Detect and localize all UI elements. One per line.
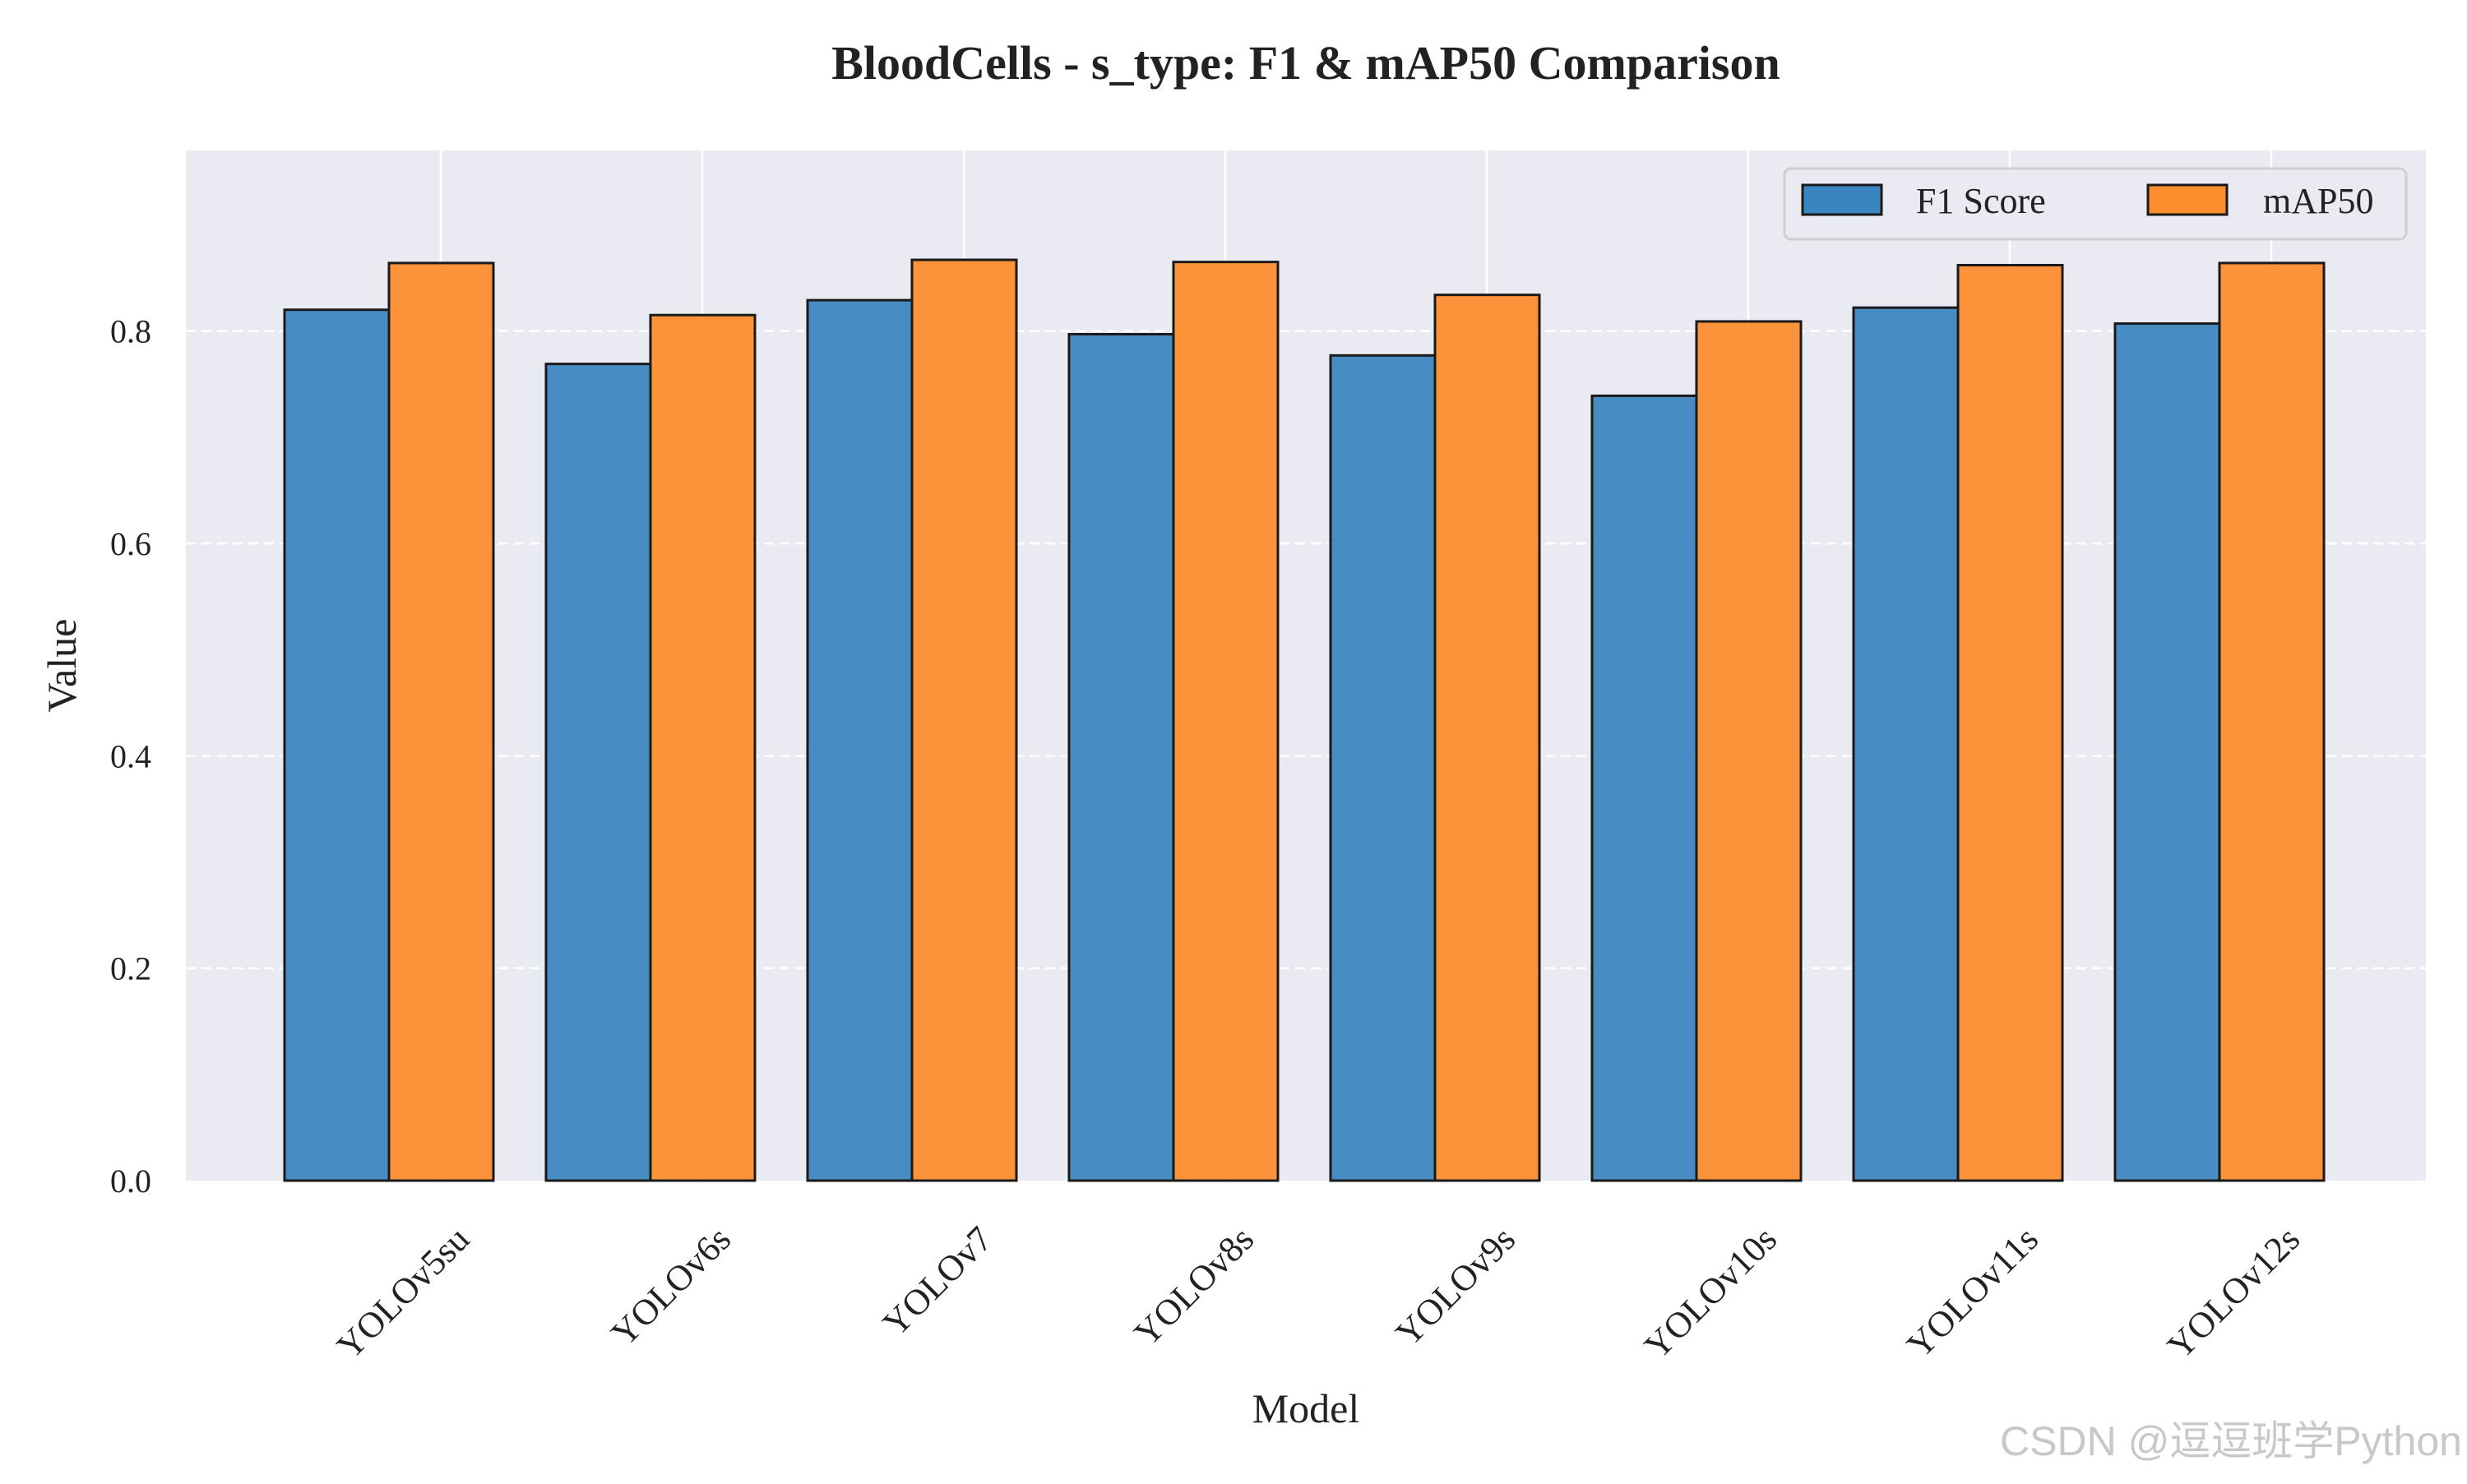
y-tick-label: 0.8: [110, 313, 151, 350]
bar-map50-yolov5su: [387, 261, 495, 1182]
bar-map50-yolov8s: [1172, 261, 1280, 1182]
legend: F1 Score mAP50: [1783, 167, 2408, 241]
y-tick-label: 0.2: [110, 950, 151, 987]
x-tick-label: YOLOv6s: [604, 1218, 738, 1353]
bar-map50-yolov11s: [1956, 264, 2064, 1182]
bar-f1-yolov5su: [283, 308, 391, 1182]
x-tick-label: YOLOv12s: [2159, 1218, 2307, 1366]
y-tick-label: 0.6: [110, 525, 151, 562]
plot-area: [186, 150, 2426, 1181]
bar-f1-yolov10s: [1590, 394, 1698, 1182]
y-tick-label: 0.4: [110, 737, 151, 774]
legend-label-map50: mAP50: [2263, 181, 2373, 221]
x-tick-label: YOLOv5su: [329, 1218, 477, 1366]
bar-f1-yolov8s: [1067, 332, 1175, 1182]
bar-f1-yolov7: [806, 298, 914, 1182]
legend-label-f1: F1 Score: [1916, 181, 2046, 221]
bar-f1-yolov9s: [1329, 354, 1437, 1182]
chart-title: BloodCells - s_type: F1 & mAP50 Comparis…: [831, 36, 1780, 90]
y-axis-label: Value: [39, 619, 85, 713]
bar-map50-yolov9s: [1433, 294, 1541, 1182]
legend-frame: [1783, 167, 2408, 241]
bar-map50-yolov12s: [2218, 261, 2326, 1182]
bar-f1-yolov12s: [2113, 322, 2221, 1182]
watermark: CSDN @逗逗班学Python: [2000, 1418, 2462, 1464]
x-tick-label: YOLOv8s: [1127, 1218, 1261, 1353]
x-tick-label: YOLOv11s: [1899, 1218, 2046, 1366]
x-tick-label: YOLOv7: [875, 1218, 1000, 1343]
legend-swatch-f1: [1801, 183, 1883, 216]
bar-f1-yolov6s: [544, 363, 652, 1182]
bar-layer: [283, 258, 2326, 1182]
bar-map50-yolov6s: [649, 313, 757, 1182]
bar-map50-yolov10s: [1695, 320, 1803, 1182]
y-tick-label: 0.0: [110, 1163, 151, 1200]
y-axis-ticks: 0.0 0.2 0.4 0.6 0.8: [110, 313, 151, 1200]
bar-f1-yolov11s: [1852, 306, 1960, 1182]
bar-map50-yolov7: [910, 258, 1018, 1182]
x-axis-label: Model: [1252, 1385, 1360, 1431]
x-tick-label: YOLOv9s: [1388, 1218, 1523, 1353]
x-tick-label: YOLOv10s: [1636, 1218, 1784, 1366]
legend-swatch-map50: [2146, 183, 2229, 216]
x-axis-ticks: YOLOv5su YOLOv6s YOLOv7 YOLOv8s YOLOv9s YOLOv…: [329, 1218, 2307, 1366]
